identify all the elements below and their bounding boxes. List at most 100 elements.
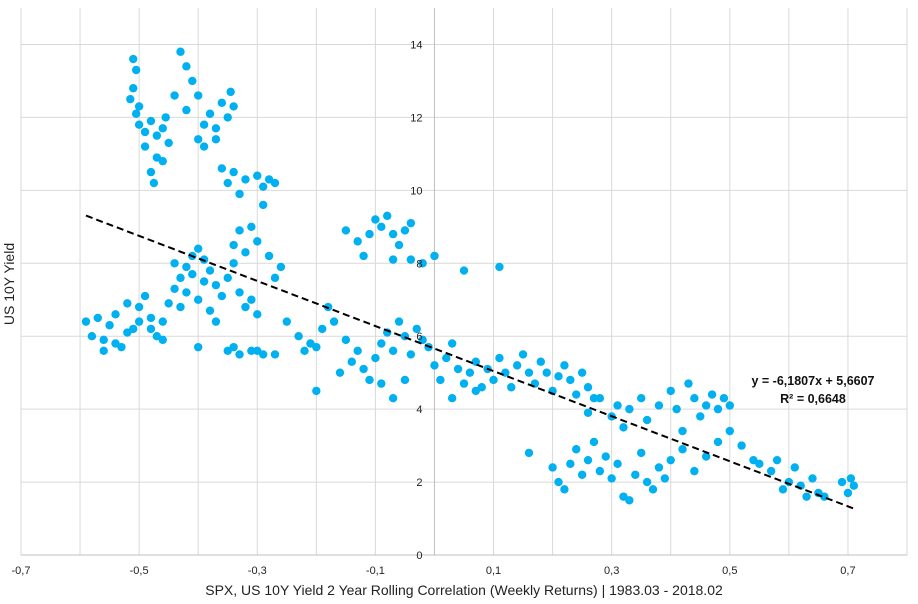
data-point <box>583 455 593 465</box>
x-tick-label: 0,7 <box>840 565 855 577</box>
data-point <box>631 470 640 479</box>
data-point <box>442 353 451 363</box>
data-point <box>713 404 723 414</box>
data-point <box>253 346 262 355</box>
data-point <box>199 120 209 129</box>
data-point <box>690 466 699 476</box>
x-tick-label: 0,3 <box>604 565 619 577</box>
data-point <box>501 368 510 377</box>
data-points <box>81 47 859 505</box>
data-point <box>205 266 215 275</box>
data-point <box>637 448 646 458</box>
data-point <box>536 357 545 366</box>
data-point <box>678 426 687 436</box>
data-point <box>149 178 159 188</box>
data-point <box>613 401 622 410</box>
data-point <box>247 222 256 231</box>
y-tick-label: 2 <box>416 477 422 489</box>
data-point <box>158 317 167 326</box>
data-point <box>182 62 191 71</box>
data-point <box>400 375 410 385</box>
data-point <box>678 445 687 454</box>
data-point <box>270 273 280 283</box>
data-point <box>146 167 156 177</box>
data-point <box>276 262 286 272</box>
data-point <box>589 437 599 447</box>
data-point <box>258 182 268 191</box>
data-point <box>129 54 138 64</box>
data-point <box>205 109 215 118</box>
data-point <box>205 306 215 315</box>
data-point <box>140 127 150 137</box>
y-tick-label: 0 <box>416 550 422 562</box>
data-point <box>430 361 439 370</box>
data-point <box>199 142 209 151</box>
y-tick-label: 8 <box>416 258 422 270</box>
data-point <box>253 237 262 246</box>
data-point <box>229 342 238 352</box>
data-point <box>701 452 711 461</box>
data-point <box>235 226 244 235</box>
data-point <box>388 346 398 355</box>
gridlines <box>20 8 908 555</box>
data-point <box>223 178 232 188</box>
data-point <box>194 342 203 352</box>
x-tick-label: 0,1 <box>486 565 501 577</box>
data-point <box>134 317 144 326</box>
data-point <box>123 328 132 337</box>
data-point <box>778 485 788 494</box>
data-point <box>282 317 291 326</box>
y-tick-label: 14 <box>410 39 422 51</box>
data-point <box>329 317 339 326</box>
data-point <box>412 324 421 334</box>
data-point <box>388 229 398 239</box>
data-point <box>583 383 593 392</box>
data-point <box>524 368 534 377</box>
data-point <box>418 259 427 268</box>
data-point <box>365 375 374 385</box>
data-point <box>129 84 138 93</box>
data-point <box>182 105 191 115</box>
data-point <box>654 401 664 410</box>
data-point <box>566 459 575 469</box>
data-point <box>808 474 817 483</box>
data-point <box>170 259 179 268</box>
data-point <box>713 437 723 447</box>
data-point <box>489 375 498 385</box>
data-point <box>725 401 734 410</box>
data-point <box>642 415 652 425</box>
data-point <box>194 135 203 144</box>
data-point <box>359 251 368 261</box>
data-point <box>229 167 238 177</box>
data-point <box>134 120 144 129</box>
data-point <box>318 324 327 334</box>
data-point <box>465 368 475 377</box>
data-point <box>846 474 856 483</box>
x-tick-label: -0,3 <box>248 565 267 577</box>
data-point <box>93 313 102 323</box>
data-point <box>672 404 681 414</box>
data-point <box>199 277 209 286</box>
data-point <box>690 393 699 403</box>
data-point <box>365 229 374 239</box>
data-point <box>471 357 481 366</box>
data-point <box>134 302 144 312</box>
y-tick-label: 10 <box>410 185 422 197</box>
data-point <box>436 375 445 385</box>
data-point <box>696 412 705 421</box>
data-point <box>459 379 469 388</box>
data-point <box>388 393 398 403</box>
data-point <box>235 288 244 297</box>
trendline-r2: R² = 0,6648 <box>780 392 846 406</box>
data-point <box>359 364 368 374</box>
data-point <box>264 251 274 261</box>
data-point <box>176 302 185 312</box>
data-point <box>772 455 782 465</box>
data-point <box>140 291 150 301</box>
data-point <box>229 259 238 268</box>
data-point <box>247 346 256 355</box>
data-point <box>660 474 670 483</box>
data-point <box>176 47 185 56</box>
data-point <box>459 266 469 275</box>
data-point <box>447 393 457 403</box>
